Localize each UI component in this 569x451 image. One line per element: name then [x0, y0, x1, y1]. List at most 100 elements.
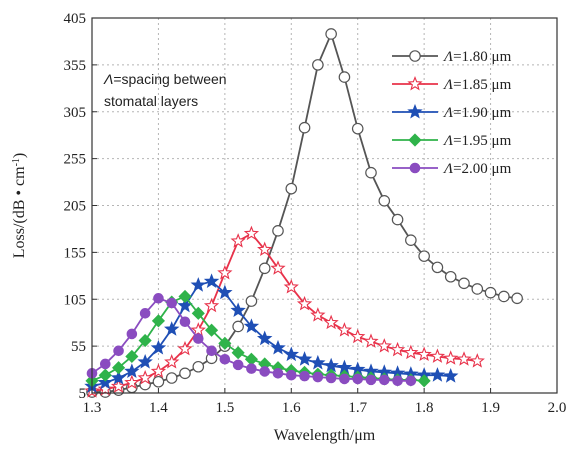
series-2 — [84, 225, 485, 398]
data-point — [165, 372, 178, 384]
data-point — [166, 297, 178, 309]
legend-item-5: Λ=2.00 μm — [392, 161, 512, 177]
data-point — [403, 344, 419, 360]
data-point — [391, 213, 404, 226]
data-point — [259, 366, 271, 377]
data-point — [99, 358, 111, 370]
data-point — [350, 328, 366, 344]
annotation-line-2: stomatal layers — [104, 93, 198, 109]
data-point — [363, 333, 379, 348]
data-point — [153, 293, 164, 304]
data-point — [389, 341, 406, 357]
legend-symbol: Λ — [442, 105, 453, 121]
data-point — [217, 264, 233, 280]
data-point — [137, 353, 153, 369]
data-point — [230, 233, 246, 248]
data-point — [231, 346, 245, 360]
y-tick-label: 55 — [71, 339, 86, 355]
y-tick-label: 205 — [64, 199, 87, 215]
legend-label: Λ=1.85 μm — [442, 77, 512, 93]
data-point — [137, 369, 153, 385]
legend-item-3: Λ=1.90 μm — [392, 103, 512, 121]
y-tick-label: 105 — [64, 292, 87, 308]
legend: Λ=1.80 μmΛ=1.85 μmΛ=1.90 μmΛ=1.95 μmΛ=2.… — [392, 49, 512, 177]
data-point — [110, 369, 127, 385]
y-tick-label: 405 — [64, 11, 87, 27]
data-point — [352, 373, 364, 385]
legend-label: Λ=1.90 μm — [442, 105, 512, 121]
legend-label: Λ=1.80 μm — [442, 49, 512, 65]
data-point — [365, 166, 377, 179]
data-point — [458, 277, 470, 290]
data-point — [179, 316, 191, 328]
data-point — [378, 195, 391, 207]
data-point — [456, 351, 472, 366]
legend-item-4: Λ=1.95 μm — [392, 133, 512, 149]
data-point — [164, 354, 180, 369]
data-point — [443, 350, 459, 365]
data-point — [126, 328, 138, 340]
series-line — [91, 280, 451, 388]
data-point — [203, 273, 220, 288]
data-point — [484, 286, 497, 299]
data-point — [124, 363, 140, 378]
data-point — [139, 308, 151, 319]
legend-value: =1.80 μm — [453, 49, 512, 65]
y-axis-label: Loss/(dB • cm-1) — [11, 153, 29, 259]
data-point — [471, 283, 484, 295]
data-point — [283, 279, 299, 294]
legend-label: Λ=2.00 μm — [442, 161, 512, 177]
data-point — [296, 295, 313, 311]
series-3 — [84, 273, 459, 393]
data-point — [113, 345, 124, 357]
legend-value: =1.90 μm — [453, 105, 512, 121]
data-point — [444, 270, 457, 283]
data-point — [312, 59, 324, 71]
data-point — [498, 290, 510, 303]
data-point — [416, 346, 432, 362]
data-point — [112, 361, 126, 375]
data-point — [338, 71, 351, 83]
data-point — [192, 360, 205, 373]
data-point — [418, 250, 430, 262]
data-point — [205, 323, 219, 337]
x-tick-label: 1.3 — [83, 400, 102, 416]
legend-value: =1.85 μm — [453, 77, 512, 93]
data-point — [98, 368, 112, 382]
legend-label: Λ=1.95 μm — [442, 133, 512, 149]
data-point — [336, 322, 353, 337]
data-point — [431, 261, 444, 274]
data-point — [150, 339, 167, 355]
legend-marker — [409, 50, 421, 62]
data-point — [365, 374, 377, 386]
x-tick-label: 1.9 — [481, 400, 500, 416]
data-point — [245, 295, 258, 307]
data-point — [152, 375, 165, 388]
y-tick-label: 305 — [64, 105, 87, 121]
data-point — [310, 307, 326, 322]
legend-symbol: Λ — [442, 133, 453, 149]
annotation-line-1: Λ=spacing between — [103, 71, 227, 87]
data-point — [417, 374, 431, 388]
data-point — [258, 262, 271, 275]
data-point — [270, 260, 286, 275]
data-point — [246, 363, 257, 374]
data-point — [192, 333, 204, 344]
data-point — [138, 333, 152, 348]
x-tick-label: 1.8 — [415, 400, 434, 416]
data-point — [270, 339, 286, 355]
legend-symbol: Λ — [442, 77, 453, 93]
data-point — [325, 28, 337, 40]
data-point — [429, 348, 446, 363]
data-point — [511, 292, 523, 305]
x-tick-label: 1.5 — [215, 400, 234, 416]
data-point — [179, 367, 191, 380]
data-point — [285, 182, 298, 195]
data-point — [378, 374, 390, 386]
data-point — [124, 374, 140, 390]
legend-symbol: Λ — [442, 161, 453, 177]
x-tick-label: 2.0 — [548, 400, 567, 416]
data-point — [217, 284, 233, 300]
data-point — [323, 314, 339, 330]
data-point — [257, 241, 273, 257]
